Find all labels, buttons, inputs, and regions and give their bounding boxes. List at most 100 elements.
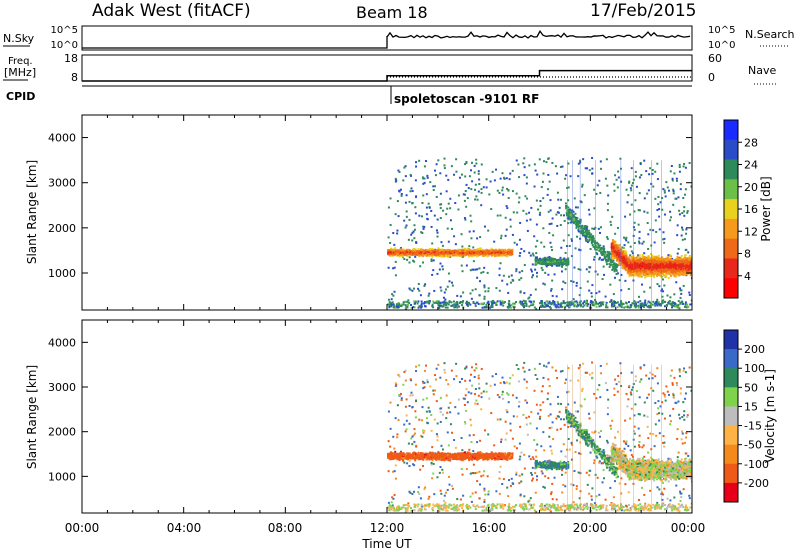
power-cell [597, 244, 600, 247]
power-cell [398, 189, 401, 192]
power-cell [538, 261, 541, 264]
power-cell [423, 181, 426, 184]
power-cell [625, 251, 628, 254]
power-cell [551, 264, 554, 267]
power-cell [417, 287, 420, 290]
power-cell [559, 304, 562, 307]
power-cell [671, 177, 674, 180]
power-cell [481, 252, 484, 255]
power-cell [658, 285, 661, 288]
power-cell [634, 175, 637, 178]
power-cell [454, 202, 457, 205]
power-cell [391, 293, 394, 296]
power-cell [463, 199, 466, 202]
power-cell [594, 240, 597, 243]
power-cell [391, 248, 394, 251]
power-cell [570, 211, 573, 214]
power-cell [410, 306, 413, 309]
power-cell [501, 279, 504, 282]
power-cell [568, 305, 571, 308]
power-cell [474, 188, 477, 191]
power-cell [531, 276, 534, 279]
power-cell [570, 239, 573, 242]
power-cell [507, 189, 510, 192]
power-cell [525, 303, 528, 306]
power-cell [399, 251, 402, 254]
power-cell [673, 302, 676, 305]
power-cell [573, 300, 576, 303]
power-cell [557, 259, 560, 262]
power-cell [413, 253, 416, 256]
power-cell [388, 301, 391, 304]
power-cell [562, 301, 565, 304]
power-cell [677, 300, 680, 303]
power-cell [674, 305, 677, 308]
power-cell [641, 303, 644, 306]
power-cell [565, 264, 568, 267]
power-cell [633, 210, 636, 213]
power-cell [424, 250, 427, 253]
power-cell [676, 179, 679, 182]
power-cell [579, 305, 582, 308]
power-cell [605, 158, 608, 161]
power-cell [541, 269, 544, 272]
power-cell [567, 301, 570, 304]
power-cell [486, 306, 489, 309]
power-cell [633, 241, 636, 244]
power-cell [452, 253, 455, 256]
power-cell [647, 274, 650, 277]
power-cell [637, 275, 640, 278]
power-cell [459, 254, 462, 257]
power-cell [684, 305, 687, 308]
power-cell [542, 282, 545, 285]
power-cell [395, 303, 398, 306]
power-cell [543, 283, 546, 286]
power-cell [469, 248, 472, 251]
power-cell [684, 166, 687, 169]
power-cell [391, 301, 394, 304]
power-cell [400, 247, 403, 250]
power-cell [427, 251, 430, 254]
power-cell [684, 193, 687, 196]
power-cell [637, 301, 640, 304]
power-cell [499, 262, 502, 265]
power-cell [557, 264, 560, 267]
power-cell [673, 273, 676, 276]
power-cell [427, 301, 430, 304]
power-cell [629, 306, 632, 309]
power-cell [413, 224, 416, 227]
power-cell [634, 256, 637, 259]
power-cell [406, 250, 409, 253]
power-cell [535, 252, 538, 255]
power-cell [426, 218, 429, 221]
power-cell [526, 197, 529, 200]
power-cell [611, 260, 614, 263]
power-cell [440, 241, 443, 244]
power-cell [613, 270, 616, 273]
power-cell [464, 218, 467, 221]
power-cell [480, 302, 483, 305]
power-cell [669, 296, 672, 299]
power-cell [551, 248, 554, 251]
power-cell [519, 290, 522, 293]
power-cell [394, 177, 397, 180]
power-cell [623, 306, 626, 309]
power-cell [442, 301, 445, 304]
power-cell [549, 263, 552, 266]
power-cell [435, 163, 438, 166]
power-cell [589, 301, 592, 304]
power-cell [389, 302, 392, 305]
power-cell [571, 209, 574, 212]
power-cell [523, 157, 526, 160]
power-cell [455, 304, 458, 307]
power-cell [661, 295, 664, 298]
power-cell [429, 248, 432, 251]
power-cell [400, 303, 403, 306]
power-cell [530, 303, 533, 306]
power-cell [435, 195, 438, 198]
power-cell [439, 206, 442, 209]
power-cell [468, 255, 471, 258]
power-cell [577, 220, 580, 223]
power-cell [447, 255, 450, 258]
